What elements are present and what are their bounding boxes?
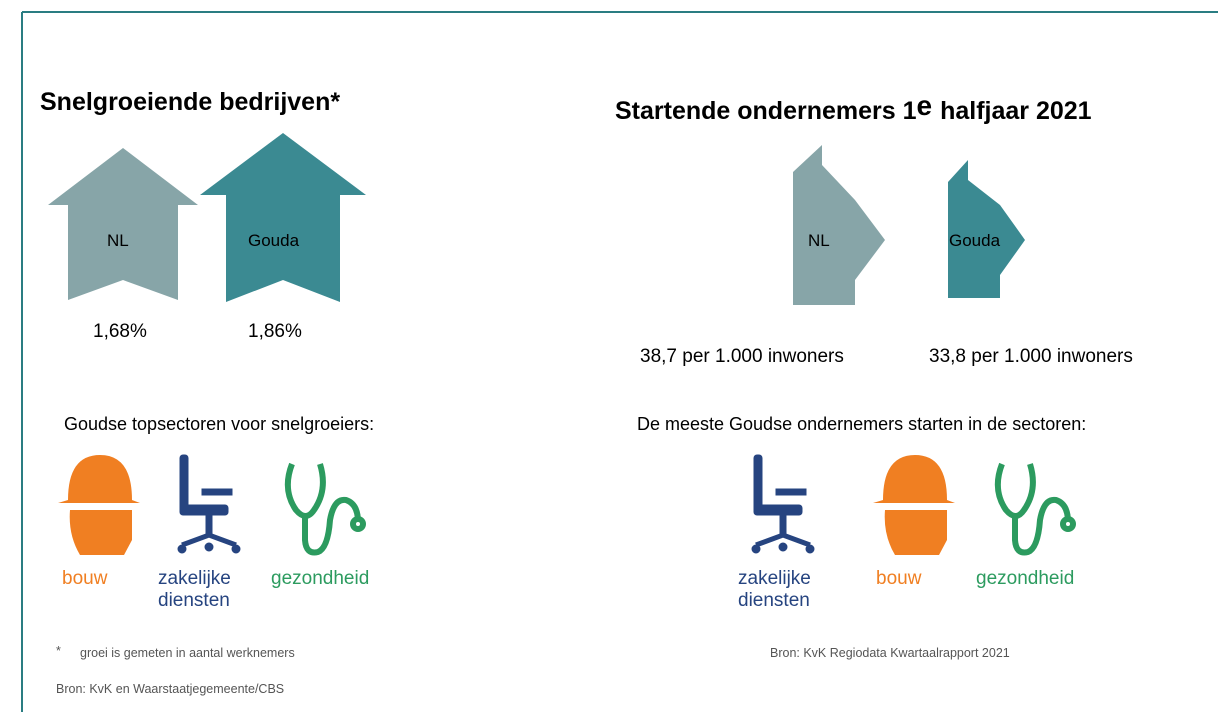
sector: gezondheid (271, 568, 370, 589)
icon-helmet (58, 455, 140, 555)
arrow-nl-right (793, 145, 885, 305)
arrow-value: 1,68% (93, 321, 147, 342)
footnote-mark: * (56, 644, 61, 658)
icon-chair-right (751, 454, 815, 554)
arrow-nl (48, 148, 198, 300)
arrow-gouda-right (948, 160, 1025, 298)
icon-stethoscope (284, 462, 366, 556)
left-title: Snelgroeiende bedrijven* (40, 88, 341, 116)
sector: bouw (876, 568, 922, 589)
arrow-value: 1,86% (248, 321, 302, 342)
arrow-label: Gouda (949, 231, 1001, 250)
arrow-gouda (200, 133, 366, 302)
footnote: groei is gemeten in aantal werknemers (80, 646, 295, 660)
sector: bouw (62, 568, 108, 589)
title-part: Startende ondernemers 1 (615, 97, 917, 125)
arrow-value: 33,8 per 1.000 inwoners (929, 346, 1133, 367)
arrow-label: NL (107, 231, 129, 250)
sector: zakelijke diensten (738, 568, 811, 611)
title-part: halfjaar 2021 (940, 97, 1092, 125)
arrow-label: NL (808, 231, 830, 250)
icon-helmet-right (873, 455, 955, 555)
arrow-value: 38,7 per 1.000 inwoners (640, 346, 844, 367)
right-title: Startende ondernemers 1e halfjaar 2021 (615, 90, 1092, 126)
icon-stethoscope-right (994, 462, 1076, 556)
sector: zakelijke diensten (158, 568, 231, 611)
source: Bron: KvK Regiodata Kwartaalrapport 2021 (770, 646, 1010, 660)
sectors-title: Goudse topsectoren voor snelgroeiers: (64, 414, 375, 434)
sectors-title: De meeste Goudse ondernemers starten in … (637, 414, 1087, 434)
sector: gezondheid (976, 568, 1075, 589)
source: Bron: KvK en Waarstaatjegemeente/CBS (56, 682, 285, 696)
title-superscript: e (916, 90, 933, 121)
icon-chair (177, 454, 241, 554)
arrow-label: Gouda (248, 231, 300, 250)
